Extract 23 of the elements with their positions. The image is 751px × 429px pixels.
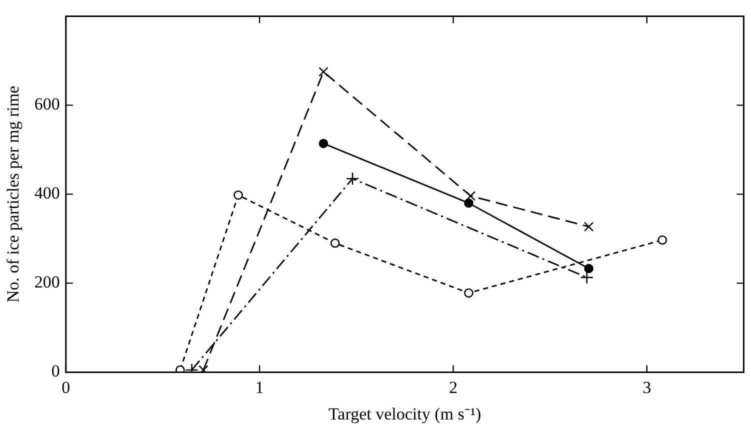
point xyxy=(658,235,668,245)
point xyxy=(176,365,185,372)
point xyxy=(584,264,594,274)
point xyxy=(464,288,474,298)
x-tick-label: 1 xyxy=(255,378,264,397)
y-tick-label: 400 xyxy=(34,184,60,203)
x-tick-label: 2 xyxy=(448,378,458,397)
point xyxy=(318,138,328,148)
x-tick-label: 3 xyxy=(642,378,652,397)
y-axis-title: No. of ice particles per mg rime xyxy=(4,86,23,303)
point xyxy=(330,238,340,248)
point xyxy=(580,270,594,284)
x-axis-title: Target velocity (m s⁻¹) xyxy=(328,404,482,424)
y-tick-label: 0 xyxy=(51,362,60,381)
point xyxy=(584,222,594,232)
point xyxy=(234,190,243,200)
y-tick-label: 600 xyxy=(34,94,60,114)
point xyxy=(346,172,360,186)
point xyxy=(318,66,328,77)
point xyxy=(464,198,474,208)
point xyxy=(198,365,208,372)
point xyxy=(466,191,476,201)
y-tick-label: 200 xyxy=(34,272,60,292)
